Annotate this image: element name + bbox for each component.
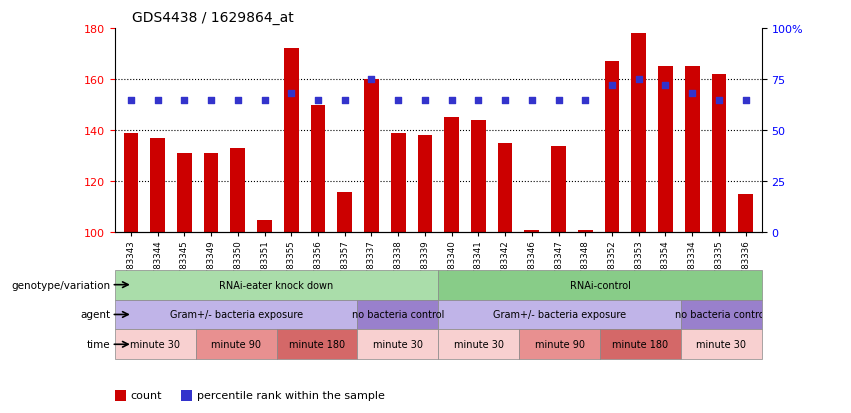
Text: minute 90: minute 90: [534, 339, 585, 349]
Point: [178, 97, 191, 104]
Bar: [115, 300, 357, 330]
Bar: [658, 67, 673, 233]
Bar: [438, 330, 519, 359]
Point: [659, 83, 672, 89]
Bar: [578, 230, 592, 233]
Bar: [551, 146, 566, 233]
Point: [204, 97, 218, 104]
Bar: [391, 133, 406, 233]
Point: [311, 97, 325, 104]
Bar: [444, 118, 459, 233]
Bar: [438, 270, 762, 300]
Bar: [257, 220, 272, 233]
Text: Gram+/- bacteria exposure: Gram+/- bacteria exposure: [169, 310, 303, 320]
Text: agent: agent: [81, 310, 111, 320]
Bar: [631, 34, 646, 233]
Text: minute 30: minute 30: [130, 339, 180, 349]
Bar: [498, 144, 512, 233]
Bar: [231, 149, 245, 233]
Point: [712, 97, 726, 104]
Bar: [196, 330, 277, 359]
Text: RNAi-eater knock down: RNAi-eater knock down: [220, 280, 334, 290]
Text: minute 180: minute 180: [613, 339, 668, 349]
Bar: [357, 300, 438, 330]
Point: [471, 97, 485, 104]
Text: time: time: [87, 339, 111, 349]
Bar: [681, 300, 762, 330]
Bar: [681, 330, 762, 359]
Point: [231, 97, 244, 104]
Bar: [284, 49, 299, 233]
Point: [364, 76, 378, 83]
Bar: [524, 230, 540, 233]
Point: [605, 83, 619, 89]
Bar: [364, 80, 379, 233]
Point: [632, 76, 646, 83]
Text: genotype/variation: genotype/variation: [12, 280, 111, 290]
Point: [151, 97, 164, 104]
Point: [124, 97, 138, 104]
Bar: [123, 133, 138, 233]
Bar: [357, 330, 438, 359]
Point: [391, 97, 405, 104]
Bar: [471, 121, 486, 233]
Bar: [115, 270, 438, 300]
Point: [418, 97, 431, 104]
Bar: [115, 330, 196, 359]
Bar: [685, 67, 700, 233]
Point: [284, 91, 298, 97]
Text: percentile rank within the sample: percentile rank within the sample: [197, 390, 385, 401]
Text: minute 180: minute 180: [289, 339, 345, 349]
Bar: [177, 154, 191, 233]
Text: minute 30: minute 30: [696, 339, 746, 349]
Bar: [600, 330, 681, 359]
Point: [338, 97, 351, 104]
Point: [445, 97, 459, 104]
Point: [685, 91, 699, 97]
Bar: [203, 154, 219, 233]
Bar: [151, 139, 165, 233]
Point: [739, 97, 752, 104]
Bar: [519, 330, 600, 359]
Text: no bacteria control: no bacteria control: [675, 310, 768, 320]
Text: GDS4438 / 1629864_at: GDS4438 / 1629864_at: [132, 11, 294, 25]
Text: minute 30: minute 30: [454, 339, 504, 349]
Bar: [604, 62, 620, 233]
Bar: [438, 300, 681, 330]
Text: minute 30: minute 30: [373, 339, 423, 349]
Text: count: count: [130, 390, 162, 401]
Text: RNAi-control: RNAi-control: [569, 280, 631, 290]
Text: Gram+/- bacteria exposure: Gram+/- bacteria exposure: [493, 310, 626, 320]
Bar: [337, 192, 352, 233]
Point: [258, 97, 271, 104]
Text: minute 90: minute 90: [211, 339, 261, 349]
Text: no bacteria control: no bacteria control: [351, 310, 444, 320]
Point: [579, 97, 592, 104]
Bar: [277, 330, 357, 359]
Point: [551, 97, 565, 104]
Point: [525, 97, 539, 104]
Bar: [711, 75, 726, 233]
Bar: [311, 105, 325, 233]
Bar: [418, 136, 432, 233]
Point: [499, 97, 512, 104]
Bar: [739, 195, 753, 233]
